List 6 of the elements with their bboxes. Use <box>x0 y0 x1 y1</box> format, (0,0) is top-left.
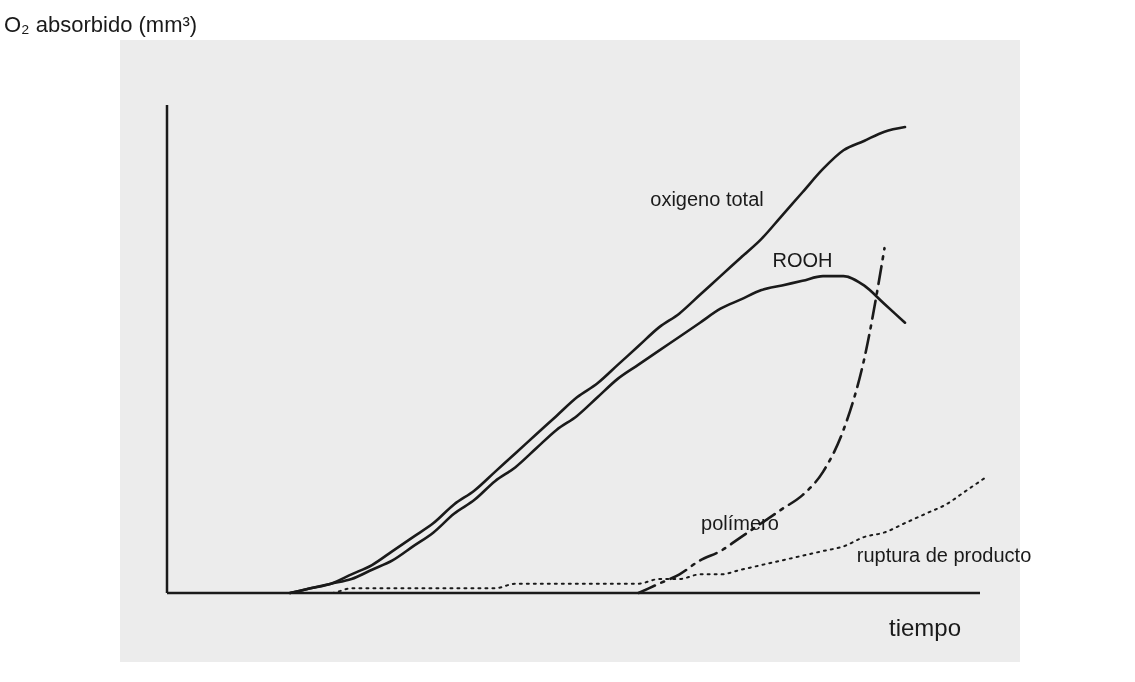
series-label: polímero <box>701 512 779 535</box>
series-label: ROOH <box>772 248 833 271</box>
series-label: ruptura de producto <box>856 544 1032 567</box>
y-axis-title: O₂ absorbido (mm³) <box>4 12 198 37</box>
series-label: oxigeno total <box>650 187 764 210</box>
x-axis-title: tiempo <box>888 614 962 641</box>
